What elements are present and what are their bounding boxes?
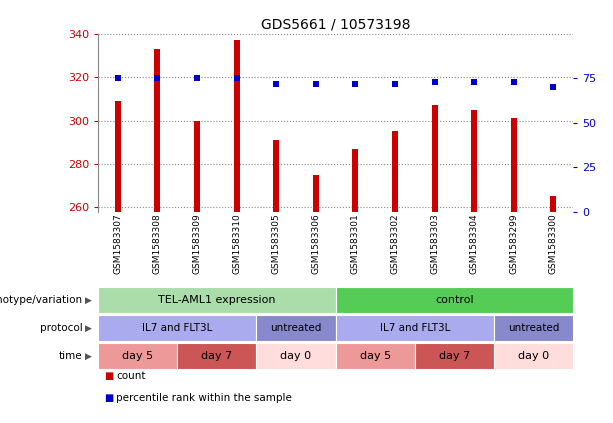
Text: GSM1583303: GSM1583303: [430, 213, 439, 274]
Bar: [273, 140, 279, 212]
Bar: [415, 343, 494, 369]
Point: [192, 75, 202, 82]
Text: GSM1583304: GSM1583304: [470, 213, 479, 274]
Text: day 7: day 7: [201, 351, 232, 361]
Point: [470, 78, 479, 85]
Text: IL7 and FLT3L: IL7 and FLT3L: [142, 323, 213, 333]
Bar: [336, 287, 573, 313]
Text: ▶: ▶: [85, 296, 91, 305]
Text: GSM1583308: GSM1583308: [153, 213, 162, 274]
Text: GSM1583307: GSM1583307: [113, 213, 123, 274]
Bar: [550, 196, 557, 212]
Text: ■: ■: [104, 371, 113, 382]
Text: day 5: day 5: [360, 351, 390, 361]
Bar: [256, 343, 336, 369]
Title: GDS5661 / 10573198: GDS5661 / 10573198: [261, 17, 410, 31]
Point: [430, 78, 440, 85]
Text: GSM1583302: GSM1583302: [390, 213, 400, 274]
Text: ■: ■: [104, 393, 113, 403]
Bar: [98, 315, 256, 341]
Bar: [98, 287, 336, 313]
Point: [549, 84, 558, 91]
Bar: [177, 343, 256, 369]
Point: [232, 75, 242, 82]
Text: control: control: [435, 295, 474, 305]
Text: count: count: [116, 371, 146, 382]
Point: [153, 75, 162, 82]
Text: GSM1583299: GSM1583299: [509, 213, 518, 274]
Text: untreated: untreated: [270, 323, 322, 333]
Bar: [313, 175, 319, 212]
Text: GSM1583300: GSM1583300: [549, 213, 558, 274]
Bar: [511, 118, 517, 212]
Bar: [352, 148, 359, 212]
Text: day 0: day 0: [281, 351, 311, 361]
Bar: [115, 101, 121, 212]
Text: GSM1583310: GSM1583310: [232, 213, 241, 274]
Point: [351, 80, 360, 87]
Text: day 0: day 0: [518, 351, 549, 361]
Point: [390, 80, 400, 87]
Text: GSM1583305: GSM1583305: [272, 213, 281, 274]
Bar: [494, 315, 573, 341]
Point: [311, 80, 321, 87]
Bar: [471, 110, 477, 212]
Text: day 7: day 7: [439, 351, 470, 361]
Point: [509, 78, 519, 85]
Bar: [432, 105, 438, 212]
Bar: [98, 343, 177, 369]
Bar: [234, 40, 240, 212]
Text: day 5: day 5: [122, 351, 153, 361]
Text: TEL-AML1 expression: TEL-AML1 expression: [158, 295, 276, 305]
Bar: [256, 315, 336, 341]
Bar: [392, 131, 398, 212]
Text: ▶: ▶: [85, 324, 91, 332]
Text: GSM1583306: GSM1583306: [311, 213, 321, 274]
Bar: [336, 343, 415, 369]
Text: GSM1583301: GSM1583301: [351, 213, 360, 274]
Bar: [194, 121, 200, 212]
Text: protocol: protocol: [40, 323, 83, 333]
Text: ▶: ▶: [85, 352, 91, 360]
Text: GSM1583309: GSM1583309: [192, 213, 202, 274]
Text: time: time: [59, 351, 83, 361]
Text: IL7 and FLT3L: IL7 and FLT3L: [379, 323, 450, 333]
Bar: [494, 343, 573, 369]
Point: [113, 75, 123, 82]
Text: percentile rank within the sample: percentile rank within the sample: [116, 393, 292, 403]
Bar: [154, 49, 161, 212]
Point: [272, 80, 281, 87]
Text: untreated: untreated: [508, 323, 559, 333]
Bar: [336, 315, 494, 341]
Text: genotype/variation: genotype/variation: [0, 295, 83, 305]
